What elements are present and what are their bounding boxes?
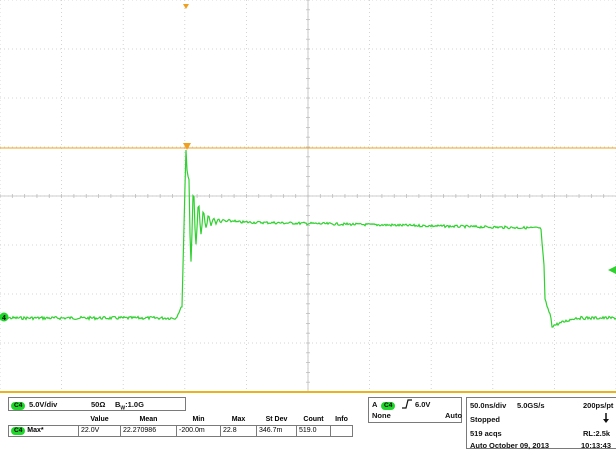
header-count: Count [303, 416, 324, 423]
acquisition-count: 519 acqs [470, 429, 502, 438]
bandwidth-limit: BW:1.0G [115, 400, 144, 412]
cell-mean: 22.270986 [120, 425, 177, 437]
stopped-arrow-icon [602, 413, 610, 425]
sample-rate: 5.0GS/s [517, 401, 545, 410]
trigger-mode-letter: A [372, 400, 378, 409]
channel-badge: C4 [11, 427, 26, 435]
cell-max: 22.8 [220, 425, 257, 437]
trigger-coupling: None [372, 411, 391, 420]
time-resolution: 200ps/pt [583, 401, 614, 410]
input-impedance: 50Ω [91, 400, 106, 409]
acquisition-state: Stopped [470, 415, 500, 424]
header-max: Max [231, 416, 246, 423]
trigger-level: 6.0V [415, 400, 431, 409]
header-value: Value [90, 416, 109, 423]
channel-4-marker-label: 4 [2, 315, 6, 322]
channel-4-ground-marker[interactable] [0, 312, 9, 322]
header-mean: Mean [139, 416, 158, 423]
trigger-panel[interactable]: A C4 6.0V None Auto [368, 397, 462, 423]
header-info: Info [335, 416, 348, 423]
measurement-row[interactable]: C4 Max* 22.0V 22.270986 -200.0m 22.8 346… [8, 425, 353, 437]
trigger-channel-badge: C4 [381, 402, 396, 410]
rising-edge-icon [402, 399, 412, 411]
acquisition-mode: Auto [470, 441, 488, 450]
header-st-dev: St Dev [265, 416, 288, 423]
measurement-header-row: Value Mean Min Max St Dev Count Info [9, 415, 353, 426]
acquisition-date: October 09, 2013 [489, 441, 550, 450]
cell-value: 22.0V [78, 425, 121, 437]
channel-badge: C4 [11, 402, 26, 410]
trigger-point-marker [183, 143, 191, 150]
acquisition-panel[interactable]: 50.0ns/div 5.0GS/s 200ps/pt Stopped 519 … [466, 397, 616, 450]
vertical-scale: 5.0V/div [29, 400, 58, 409]
cell-st-dev: 346.7m [256, 425, 297, 437]
record-length: RL:2.5k [583, 429, 611, 438]
measurement-table: Value Mean Min Max St Dev Count Info C4 … [8, 415, 353, 437]
cell-min: -200.0m [176, 425, 221, 437]
channel-scale-panel[interactable]: C4 5.0V/div 50Ω BW:1.0G [8, 397, 186, 412]
waveform-display: 4 [0, 0, 616, 392]
cell-info [330, 425, 353, 437]
graticule-grid [0, 0, 616, 392]
timebase: 50.0ns/div [470, 401, 507, 410]
trace-offset-marker[interactable] [608, 266, 616, 274]
trigger-position-marker[interactable] [183, 4, 189, 9]
header-min: Min [192, 416, 205, 423]
cell-count: 519.0 [296, 425, 331, 437]
channel-4-waveform [0, 149, 616, 328]
trigger-type: Auto [445, 411, 463, 420]
measurement-label-cell: C4 Max* [8, 425, 79, 437]
acquisition-time: 10:13:43 [581, 441, 612, 450]
status-bar: C4 5.0V/div 50Ω BW:1.0G Value Mean Min M… [0, 391, 616, 450]
measurement-name: Max* [27, 427, 44, 434]
